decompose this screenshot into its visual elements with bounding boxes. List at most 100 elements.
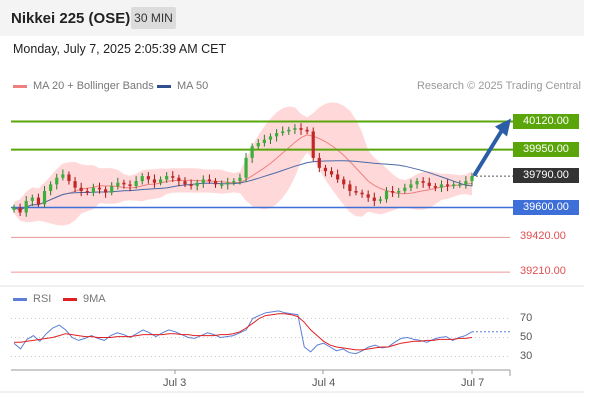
candle-body (116, 182, 120, 187)
candle-body (287, 129, 291, 132)
candle-body (311, 131, 315, 158)
interval-button[interactable]: 30 MIN (131, 7, 176, 29)
x-tick-label: Jul 4 (312, 377, 336, 389)
candle-body (73, 181, 77, 188)
credit-text: Research © 2025 Trading Central (416, 80, 581, 92)
candle-body (220, 184, 224, 186)
candle-body (42, 191, 47, 205)
legend-ma50-swatch (157, 84, 171, 88)
legend-rsi-swatch (13, 297, 27, 301)
legend-rsi-ma-swatch (63, 297, 77, 301)
candle-body (305, 129, 309, 132)
candle-body (232, 181, 236, 183)
candle-body (146, 176, 150, 180)
projection-arrowhead (495, 118, 511, 137)
candle-body (207, 179, 212, 182)
candle-body (317, 157, 321, 168)
candle-body (140, 176, 144, 182)
chart-datetime: Monday, July 7, 2025 2:05:39 AM CET (13, 42, 227, 56)
candle-body (372, 197, 376, 201)
candle-body (397, 191, 401, 193)
candle-body (366, 194, 370, 198)
candle-body (348, 184, 352, 191)
candle-body (24, 200, 28, 213)
candle-body (183, 181, 187, 185)
candle-body (91, 187, 95, 193)
rsi-tick-label: 70 (520, 311, 533, 324)
candle-body (85, 191, 89, 193)
x-tick-label: Jul 7 (461, 377, 485, 389)
candle-body (409, 184, 413, 188)
legend-ma50: MA 50 (157, 80, 208, 92)
candle-body (61, 174, 65, 178)
candle-body (427, 182, 431, 187)
candle-body (256, 143, 260, 147)
candle-body (299, 128, 303, 130)
candle-body (18, 207, 22, 213)
candle-body (421, 181, 425, 183)
level-label-2: 39790.00 (513, 168, 579, 184)
candle-body (122, 182, 126, 185)
candle-body (79, 187, 83, 191)
candle-body (378, 199, 382, 201)
candle-body (281, 131, 285, 134)
legend-bollinger-label: MA 20 + Bollinger Bands (33, 80, 154, 92)
candle-body (195, 182, 199, 187)
candle-body (104, 189, 108, 193)
rsi-line (13, 310, 473, 355)
level-label-4: 39420.00 (520, 230, 566, 243)
rsi-ma-line (14, 313, 473, 351)
candle-body (238, 177, 242, 182)
level-label-3: 39600.00 (513, 199, 579, 215)
x-tick-label: Jul 3 (163, 377, 187, 389)
ma20-line (13, 134, 473, 211)
level-label-5: 39210.00 (520, 265, 566, 278)
candle-body (171, 176, 175, 178)
candle-body (452, 184, 456, 187)
level-label-0: 40120.00 (513, 113, 579, 129)
legend-rsi-ma: 9MA (63, 293, 106, 305)
candle-body (30, 197, 34, 201)
candle-body (336, 174, 340, 180)
candle-body (391, 191, 395, 193)
candle-body (464, 181, 468, 185)
level-label-1: 39950.00 (513, 141, 579, 157)
candle-body (49, 184, 53, 191)
candle-body (97, 187, 102, 190)
legend-rsi: RSI (13, 293, 51, 305)
candle-body (152, 179, 157, 183)
candle-body (158, 179, 163, 183)
candle-body (470, 176, 474, 182)
legend-ma50-label: MA 50 (177, 80, 209, 92)
candle-body (403, 187, 407, 191)
candle-body (12, 207, 16, 211)
candle-body (458, 184, 462, 186)
candle-body (329, 171, 334, 175)
candle-body (189, 184, 193, 187)
rsi-tick-label: 30 (520, 349, 533, 362)
candle-body (110, 186, 114, 193)
candle-body (274, 133, 279, 137)
candle-body (213, 181, 218, 185)
candle-body (134, 181, 138, 187)
candle-body (165, 176, 169, 180)
ma50-line (13, 160, 473, 211)
candle-body (177, 177, 181, 182)
candle-body (342, 179, 346, 185)
chart-header: Nikkei 225 (OSE) 30 MIN (0, 0, 584, 36)
candle-body (67, 174, 71, 182)
bollinger-band (14, 102, 472, 226)
legend-rsi-ma-label: 9MA (83, 293, 106, 305)
instrument-title: Nikkei 225 (OSE) (11, 10, 131, 27)
candle-body (354, 191, 358, 193)
candle-body (384, 191, 389, 200)
rsi-tick-label: 50 (520, 330, 533, 343)
candle-body (128, 184, 132, 187)
candle-body (445, 184, 450, 187)
candle-body (55, 177, 59, 185)
legend-bollinger: MA 20 + Bollinger Bands (13, 80, 154, 92)
candle-body (250, 146, 254, 158)
candle-body (433, 186, 437, 188)
legend-bollinger-swatch (13, 84, 27, 88)
